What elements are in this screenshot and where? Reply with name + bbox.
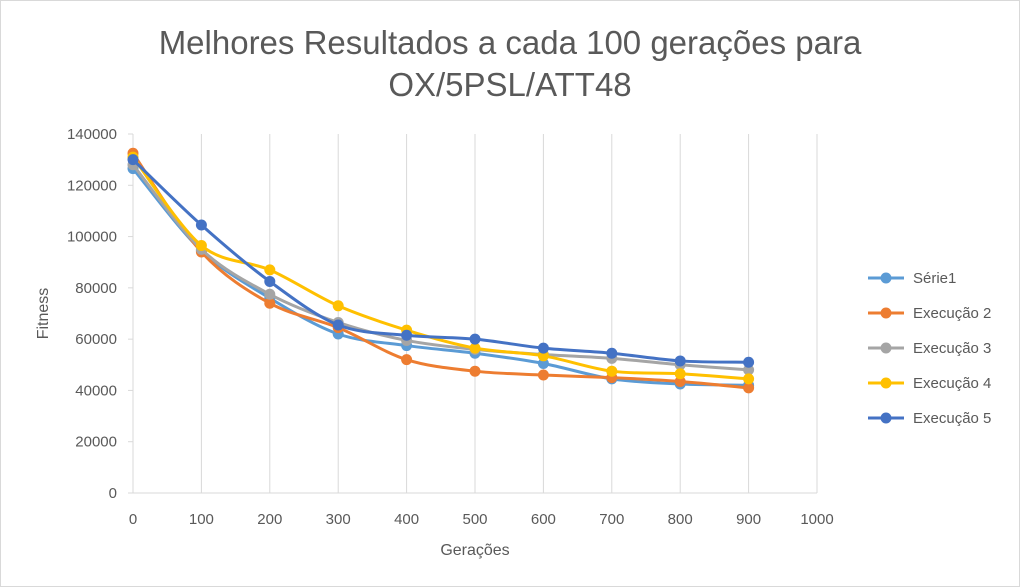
legend-marker-5: [880, 412, 892, 424]
data-point-series-5: [606, 347, 618, 359]
data-point-series-4: [674, 368, 686, 380]
y-tick-label: 60000: [75, 331, 117, 348]
data-point-series-5: [401, 329, 413, 341]
x-tick-label: 100: [189, 511, 214, 528]
data-point-series-5: [127, 154, 139, 166]
x-tick-label: 200: [257, 511, 282, 528]
data-point-series-5: [264, 275, 276, 287]
legend-marker-4: [880, 377, 892, 389]
y-tick-label: 140000: [67, 126, 117, 143]
x-tick-label: 700: [599, 511, 624, 528]
x-tick-label: 400: [394, 511, 419, 528]
x-tick-label: 1000: [800, 511, 833, 528]
x-tick-label: 800: [668, 511, 693, 528]
y-axis-title: Fitness: [35, 288, 52, 340]
data-point-series-4: [469, 342, 481, 354]
chart-title-line-2: OX/5PSL/ATT48: [388, 66, 632, 103]
x-tick-label: 900: [736, 511, 761, 528]
series-line-5: [131, 158, 751, 364]
data-point-series-4: [264, 264, 276, 276]
data-point-series-2: [674, 375, 686, 387]
legend-label-3: Execução 3: [913, 340, 991, 357]
chart-title: Melhores Resultados a cada 100 gerações …: [0, 22, 1020, 106]
data-point-series-5: [469, 333, 481, 345]
y-tick-label: 80000: [75, 280, 117, 297]
legend-label-2: Execução 2: [913, 305, 991, 322]
legend-label-5: Execução 5: [913, 410, 991, 427]
data-point-series-5: [332, 319, 344, 331]
data-point-series-2: [264, 297, 276, 309]
y-tick-label: 100000: [67, 229, 117, 246]
legend-marker-1: [880, 272, 892, 284]
data-point-series-2: [743, 382, 755, 394]
y-tick-label: 40000: [75, 382, 117, 399]
data-point-series-3: [264, 288, 276, 300]
data-point-series-5: [195, 219, 207, 231]
y-tick-label: 20000: [75, 434, 117, 451]
data-point-series-4: [743, 373, 755, 385]
data-point-series-2: [537, 369, 549, 381]
legend-marker-2: [880, 307, 892, 319]
x-tick-label: 500: [462, 511, 487, 528]
series-line-1: [131, 167, 751, 387]
data-point-series-5: [743, 356, 755, 368]
data-point-series-4: [332, 300, 344, 312]
y-tick-label: 0: [109, 485, 117, 502]
legend-label-1: Série1: [913, 270, 956, 287]
data-point-series-4: [195, 240, 207, 252]
data-point-series-5: [537, 342, 549, 354]
chart-title-line-1: Melhores Resultados a cada 100 gerações …: [158, 24, 862, 61]
x-tick-label: 0: [129, 511, 137, 528]
y-tick-label: 120000: [67, 177, 117, 194]
x-axis-title: Gerações: [440, 542, 509, 559]
data-point-series-4: [606, 365, 618, 377]
series-line-2: [131, 151, 751, 390]
x-tick-label: 300: [326, 511, 351, 528]
legend-label-4: Execução 4: [913, 375, 991, 392]
data-point-series-2: [469, 365, 481, 377]
x-tick-label: 600: [531, 511, 556, 528]
data-point-series-3: [743, 364, 755, 376]
legend-marker-3: [880, 342, 892, 354]
data-point-series-5: [674, 355, 686, 367]
data-point-series-4: [537, 350, 549, 362]
data-point-series-1: [537, 358, 549, 370]
data-point-series-2: [401, 354, 413, 366]
series-line-3: [131, 163, 751, 372]
